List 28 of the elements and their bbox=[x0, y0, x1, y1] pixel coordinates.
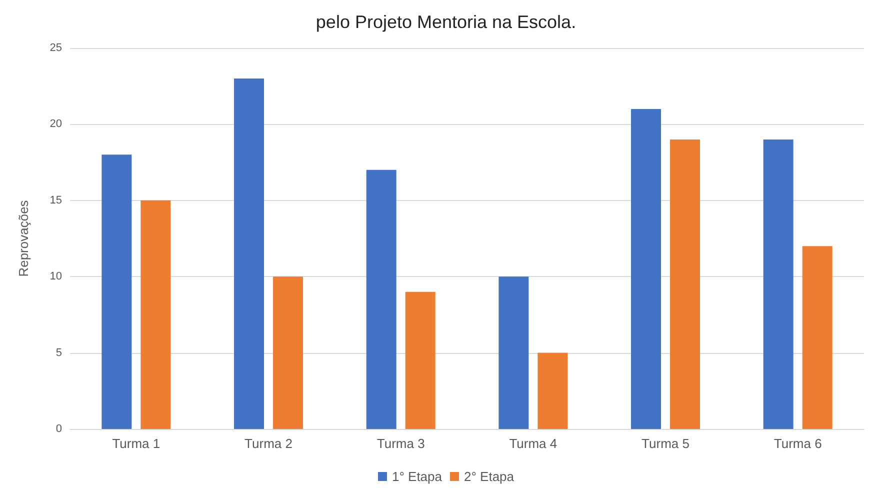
legend-label: 1° Etapa bbox=[392, 469, 443, 484]
bar bbox=[366, 170, 396, 429]
x-tick-label: Turma 3 bbox=[376, 436, 425, 451]
bar bbox=[802, 246, 832, 429]
y-tick-label: 25 bbox=[50, 42, 62, 54]
x-tick-label: Turma 2 bbox=[244, 436, 292, 451]
bar bbox=[631, 108, 661, 429]
x-tick-label: Turma 6 bbox=[774, 436, 822, 451]
x-tick-label: Turma 1 bbox=[112, 436, 160, 451]
bar bbox=[102, 154, 132, 429]
chart-title: pelo Projeto Mentoria na Escola. bbox=[316, 12, 576, 32]
bar bbox=[273, 276, 303, 429]
legend-label: 2° Etapa bbox=[464, 469, 515, 484]
bar bbox=[763, 139, 794, 429]
bar bbox=[405, 292, 436, 429]
y-tick-label: 5 bbox=[56, 346, 62, 359]
bar bbox=[498, 276, 529, 429]
y-tick-label: 20 bbox=[50, 118, 62, 130]
y-tick-label: 10 bbox=[50, 270, 62, 283]
y-tick-label: 15 bbox=[50, 194, 62, 206]
bar bbox=[538, 352, 568, 429]
bar bbox=[234, 78, 264, 429]
bar bbox=[140, 200, 171, 429]
y-tick-label: 0 bbox=[56, 423, 62, 435]
x-tick-label: Turma 4 bbox=[509, 436, 558, 451]
y-axis-title: Reprovações bbox=[16, 200, 31, 277]
bar bbox=[670, 139, 700, 429]
x-tick-label: Turma 5 bbox=[642, 436, 690, 451]
